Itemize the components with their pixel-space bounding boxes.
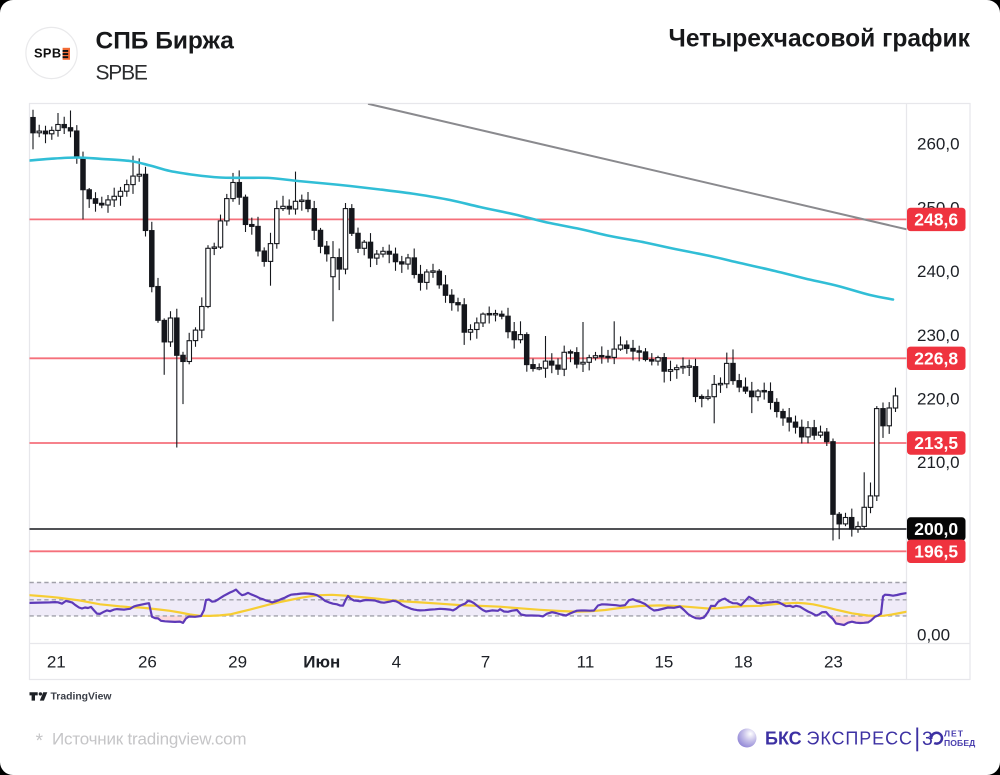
svg-text:26: 26 bbox=[138, 653, 157, 672]
svg-text:240,0: 240,0 bbox=[917, 262, 960, 281]
svg-text:БКС: БКС bbox=[765, 728, 802, 748]
svg-text:TradingView: TradingView bbox=[51, 692, 113, 703]
svg-text:0,00: 0,00 bbox=[917, 625, 950, 644]
svg-text:SPBE: SPBE bbox=[96, 62, 148, 85]
svg-text:Четырехчасовой график: Четырехчасовой график bbox=[669, 26, 971, 53]
svg-text:SPB: SPB bbox=[34, 46, 62, 61]
svg-text:ПОБЕД: ПОБЕД bbox=[944, 738, 975, 748]
svg-text:Июн: Июн bbox=[303, 653, 340, 672]
svg-text:21: 21 bbox=[47, 653, 66, 672]
svg-text:18: 18 bbox=[734, 653, 753, 672]
svg-text:15: 15 bbox=[654, 653, 673, 672]
svg-text:210,0: 210,0 bbox=[917, 453, 960, 472]
svg-text:213,5: 213,5 bbox=[914, 433, 958, 453]
svg-text:Источник tradingview.com: Источник tradingview.com bbox=[52, 730, 246, 749]
svg-text:23: 23 bbox=[824, 653, 843, 672]
svg-text:196,5: 196,5 bbox=[914, 542, 958, 562]
svg-text:ЭКСПРЕСС: ЭКСПРЕСС bbox=[807, 728, 913, 748]
svg-text:220,0: 220,0 bbox=[917, 390, 960, 409]
svg-text:3: 3 bbox=[922, 728, 933, 750]
svg-text:200,0: 200,0 bbox=[914, 519, 958, 539]
svg-text:29: 29 bbox=[228, 653, 247, 672]
svg-text:СПБ Биржа: СПБ Биржа bbox=[96, 28, 235, 55]
svg-text:11: 11 bbox=[577, 653, 595, 672]
svg-text:248,6: 248,6 bbox=[914, 210, 958, 230]
svg-text:226,8: 226,8 bbox=[914, 349, 958, 369]
svg-text:ЛЕТ: ЛЕТ bbox=[944, 729, 964, 739]
svg-text:260,0: 260,0 bbox=[917, 135, 960, 154]
svg-text:230,0: 230,0 bbox=[917, 326, 960, 345]
svg-text:7: 7 bbox=[481, 653, 490, 672]
svg-text:4: 4 bbox=[392, 653, 401, 672]
svg-text:*: * bbox=[36, 731, 44, 752]
